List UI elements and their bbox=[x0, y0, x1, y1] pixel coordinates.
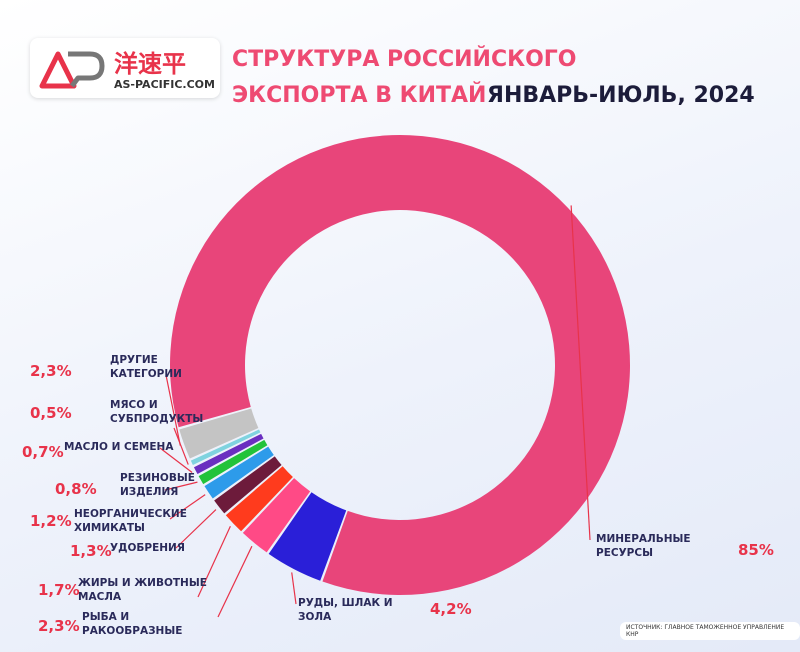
logo-mark bbox=[39, 51, 105, 89]
connector bbox=[169, 494, 206, 520]
connector bbox=[164, 481, 198, 491]
category-label: РУДЫ, ШЛАК И ЗОЛА bbox=[298, 597, 393, 623]
connector bbox=[197, 525, 231, 598]
category-label: РЫБА И РАКООБРАЗНЫЕ bbox=[82, 611, 183, 637]
donut-slice bbox=[225, 466, 293, 532]
connector bbox=[217, 545, 253, 618]
donut-slice bbox=[268, 492, 347, 581]
connector bbox=[175, 509, 217, 549]
connector bbox=[165, 374, 181, 446]
donut-slice bbox=[190, 429, 261, 466]
category-label: ДРУГИЕ КАТЕГОРИИ bbox=[110, 354, 182, 380]
logo-brand: 洋速平 bbox=[114, 50, 186, 78]
donut-slice bbox=[242, 478, 311, 553]
value-label: 1,3% bbox=[70, 542, 112, 560]
category-label: РЕЗИНОВЫЕ ИЗДЕЛИЯ bbox=[120, 472, 195, 498]
category-label: МЯСО И СУБПРОДУКТЫ bbox=[110, 399, 204, 425]
donut-slice bbox=[193, 433, 264, 475]
logo: 洋速平 AS-PACIFIC.COM bbox=[30, 38, 220, 98]
donut-slice bbox=[169, 134, 630, 595]
connector bbox=[291, 572, 297, 605]
value-label: 85% bbox=[738, 541, 774, 559]
value-label: 2,3% bbox=[30, 362, 72, 380]
chart-subtitle: ЯНВАРЬ-ИЮЛЬ, 2024 bbox=[487, 83, 755, 108]
value-label: 1,7% bbox=[38, 581, 80, 599]
logo-site: AS-PACIFIC.COM bbox=[114, 78, 215, 91]
connector bbox=[570, 205, 591, 541]
category-label: МАСЛО И СЕМЕНА bbox=[64, 441, 174, 453]
donut-slice bbox=[214, 456, 282, 514]
category-label: ЖИРЫ И ЖИВОТНЫЕ МАСЛА bbox=[78, 577, 207, 603]
donut-slice bbox=[204, 446, 274, 499]
donut-slice bbox=[179, 408, 259, 459]
value-label: 0,7% bbox=[22, 443, 64, 461]
value-label: 0,5% bbox=[30, 404, 72, 422]
category-label: МИНЕРАЛЬНЫЕ РЕСУРСЫ bbox=[596, 533, 691, 559]
connector bbox=[173, 427, 189, 465]
chart-title: СТРУКТУРА РОССИЙСКОГО ЭКСПОРТА В КИТАЙ bbox=[232, 47, 577, 108]
category-label: УДОБРЕНИЯ bbox=[110, 542, 185, 554]
value-label: 1,2% bbox=[30, 512, 72, 530]
value-label: 2,3% bbox=[38, 617, 80, 635]
value-label: 0,8% bbox=[55, 480, 97, 498]
donut-slice bbox=[198, 439, 268, 485]
value-label: 4,2% bbox=[430, 600, 472, 618]
source: ИСТОЧНИК: ГЛАВНОЕ ТАМОЖЕННОЕ УПРАВЛЕНИЕ … bbox=[620, 622, 800, 640]
category-label: НЕОРГАНИЧЕСКИЕ ХИМИКАТЫ bbox=[74, 508, 187, 534]
connector bbox=[159, 447, 193, 473]
